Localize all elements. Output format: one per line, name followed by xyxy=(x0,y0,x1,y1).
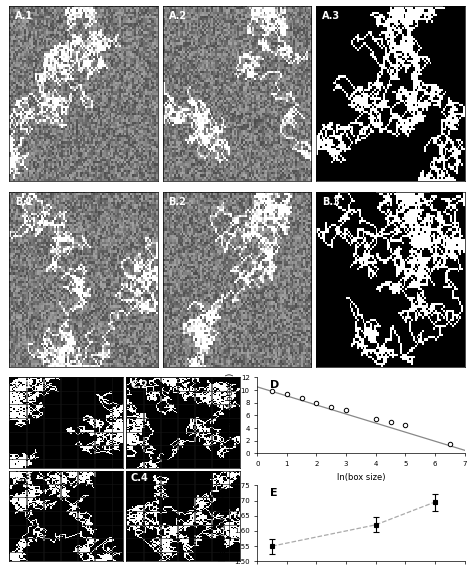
Text: A.3: A.3 xyxy=(322,11,340,21)
X-axis label: ln(box size): ln(box size) xyxy=(337,473,385,481)
Text: C.4: C.4 xyxy=(131,473,149,484)
Text: A.2: A.2 xyxy=(169,11,187,21)
Text: A.1: A.1 xyxy=(16,11,34,21)
Text: C.2: C.2 xyxy=(131,380,149,390)
Y-axis label: ln(number of boxes): ln(number of boxes) xyxy=(226,373,235,458)
Y-axis label: Fractal dimension: Fractal dimension xyxy=(219,486,228,561)
Text: B.2: B.2 xyxy=(169,197,186,207)
Text: B.3: B.3 xyxy=(322,197,340,207)
Text: E: E xyxy=(270,488,277,498)
Text: C.1: C.1 xyxy=(14,380,32,390)
Text: C.3: C.3 xyxy=(14,473,32,484)
Text: D: D xyxy=(270,380,279,390)
Text: B.1: B.1 xyxy=(16,197,33,207)
